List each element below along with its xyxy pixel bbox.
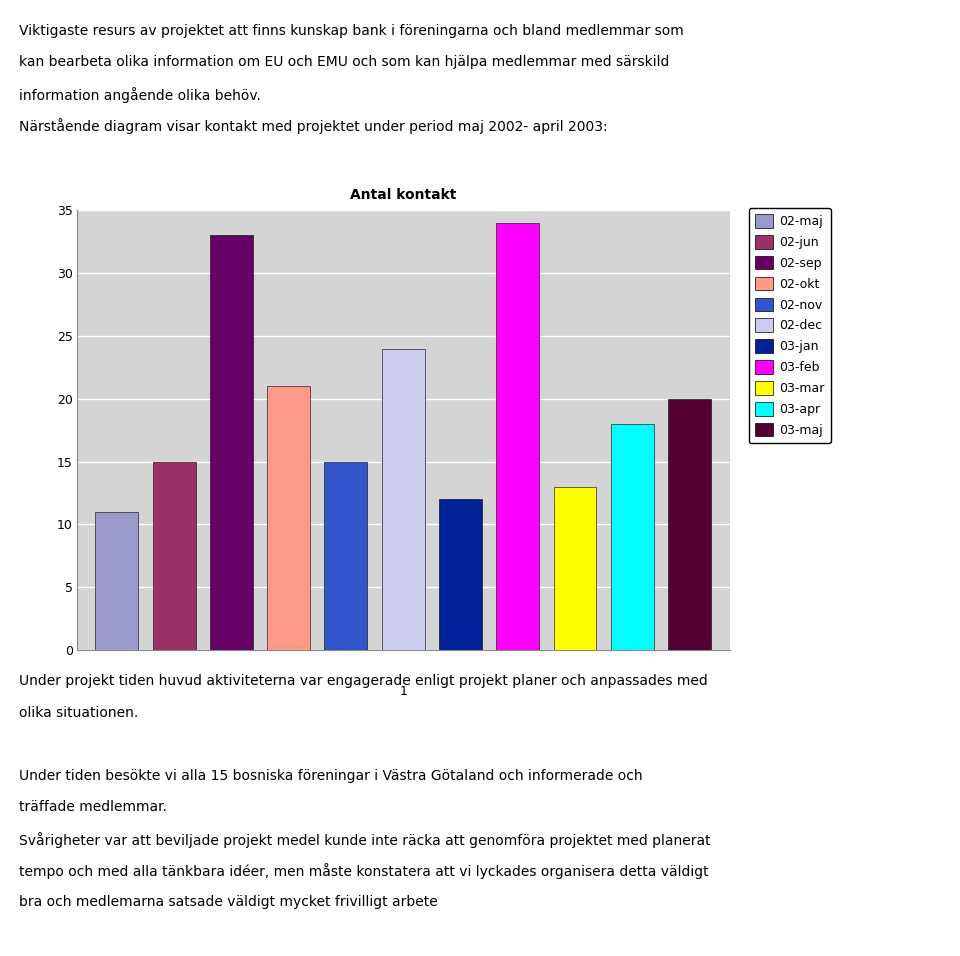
Bar — [95, 511, 138, 650]
Text: Under tiden besökte vi alla 15 bosniska föreningar i Västra Götaland och informe: Under tiden besökte vi alla 15 bosniska … — [19, 769, 643, 783]
Text: bra och medlemarna satsade väldigt mycket frivilligt arbete: bra och medlemarna satsade väldigt mycke… — [19, 895, 438, 909]
Bar — [668, 399, 711, 650]
Text: information angående olika behöv.: information angående olika behöv. — [19, 87, 261, 103]
Bar — [324, 462, 368, 650]
Text: tempo och med alla tänkbara idéer, men måste konstatera att vi lyckades organise: tempo och med alla tänkbara idéer, men m… — [19, 863, 708, 880]
Bar — [153, 462, 196, 650]
Title: Antal kontakt: Antal kontakt — [350, 188, 456, 203]
Bar — [267, 386, 310, 650]
Bar — [439, 499, 482, 650]
Text: 1: 1 — [399, 685, 407, 698]
Bar — [611, 424, 654, 650]
Text: träffade medlemmar.: träffade medlemmar. — [19, 800, 167, 815]
Bar — [210, 235, 252, 650]
Text: Under projekt tiden huvud aktiviteterna var engagerade enligt projekt planer och: Under projekt tiden huvud aktiviteterna … — [19, 674, 708, 688]
Bar — [554, 487, 596, 650]
Bar — [496, 223, 540, 650]
Text: Viktigaste resurs av projektet att finns kunskap bank i föreningarna och bland m: Viktigaste resurs av projektet att finns… — [19, 24, 684, 38]
Text: Närstående diagram visar kontakt med projektet under period maj 2002- april 2003: Närstående diagram visar kontakt med pro… — [19, 119, 608, 135]
Bar — [382, 349, 424, 650]
Text: kan bearbeta olika information om EU och EMU och som kan hjälpa medlemmar med sä: kan bearbeta olika information om EU och… — [19, 55, 669, 70]
Legend: 02-maj, 02-jun, 02-sep, 02-okt, 02-nov, 02-dec, 03-jan, 03-feb, 03-mar, 03-apr, : 02-maj, 02-jun, 02-sep, 02-okt, 02-nov, … — [749, 207, 830, 443]
Text: Svårigheter var att beviljade projekt medel kunde inte räcka att genomföra proje: Svårigheter var att beviljade projekt me… — [19, 832, 710, 848]
Text: olika situationen.: olika situationen. — [19, 706, 138, 720]
